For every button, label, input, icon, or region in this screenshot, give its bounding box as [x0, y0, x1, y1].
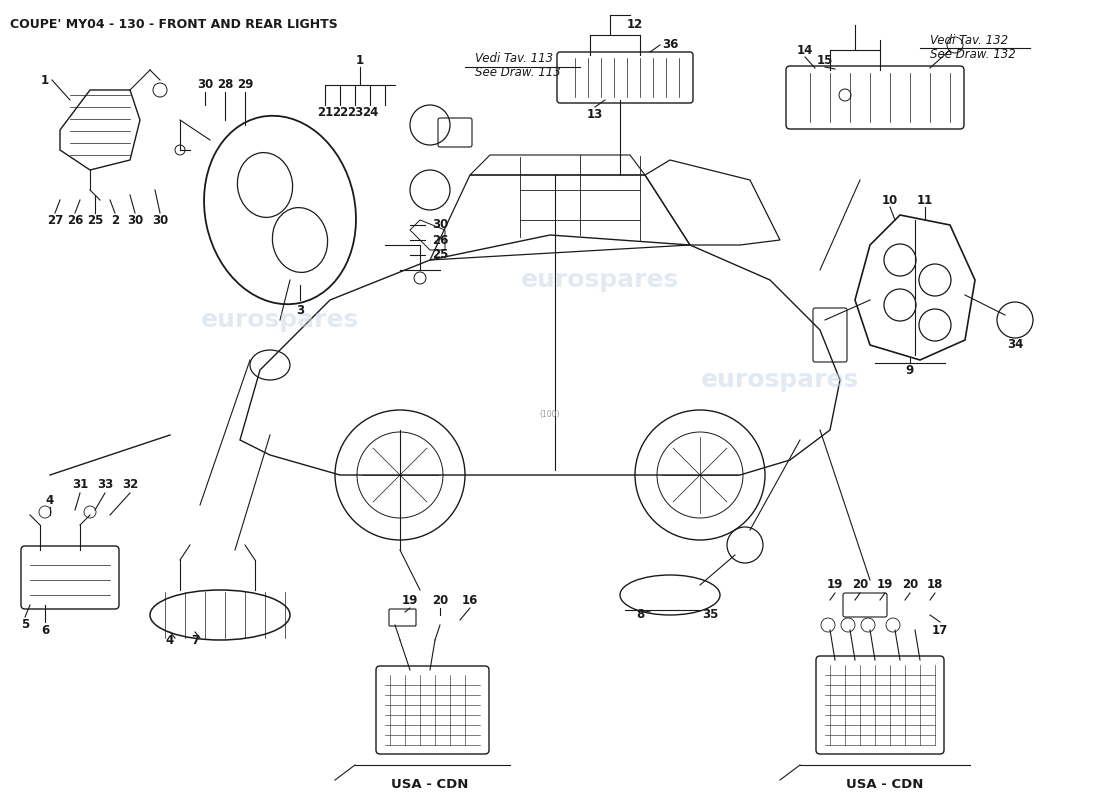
Text: 30: 30 [432, 218, 448, 231]
Text: 17: 17 [932, 623, 948, 637]
Text: 23: 23 [346, 106, 363, 118]
Text: 22: 22 [332, 106, 348, 118]
Text: 21: 21 [317, 106, 333, 118]
Text: 30: 30 [126, 214, 143, 226]
Text: Vedi Tav. 113: Vedi Tav. 113 [475, 51, 553, 65]
Text: USA - CDN: USA - CDN [392, 778, 469, 791]
Text: 16: 16 [462, 594, 478, 606]
Text: 18: 18 [927, 578, 943, 591]
Text: 20: 20 [902, 578, 918, 591]
Text: 10: 10 [882, 194, 898, 206]
Text: 30: 30 [152, 214, 168, 226]
Text: 19: 19 [402, 594, 418, 606]
Text: 4: 4 [46, 494, 54, 506]
Text: 15: 15 [817, 54, 833, 66]
Text: 8: 8 [636, 609, 645, 622]
Text: USA - CDN: USA - CDN [846, 778, 924, 791]
Text: eurospares: eurospares [521, 268, 679, 292]
Text: 1: 1 [41, 74, 50, 86]
Text: 28: 28 [217, 78, 233, 91]
Text: 9: 9 [906, 363, 914, 377]
Text: 14: 14 [796, 43, 813, 57]
Text: 1: 1 [356, 54, 364, 66]
Text: 4: 4 [166, 634, 174, 646]
Text: 31: 31 [72, 478, 88, 491]
Text: 33: 33 [97, 478, 113, 491]
Text: 13: 13 [587, 109, 603, 122]
Text: (100): (100) [540, 410, 560, 419]
Text: 7: 7 [191, 634, 199, 646]
Text: 25: 25 [87, 214, 103, 226]
Text: 19: 19 [827, 578, 844, 591]
Text: 36: 36 [662, 38, 679, 51]
Text: 27: 27 [47, 214, 63, 226]
Text: 20: 20 [851, 578, 868, 591]
Text: 19: 19 [877, 578, 893, 591]
Text: 12: 12 [627, 18, 644, 31]
Text: See Draw. 132: See Draw. 132 [930, 49, 1015, 62]
Text: 26: 26 [67, 214, 84, 226]
Text: See Draw. 113: See Draw. 113 [475, 66, 561, 79]
Text: 6: 6 [41, 623, 50, 637]
Text: 34: 34 [1006, 338, 1023, 351]
Text: 20: 20 [432, 594, 448, 606]
Text: 29: 29 [236, 78, 253, 91]
Text: COUPE' MY04 - 130 - FRONT AND REAR LIGHTS: COUPE' MY04 - 130 - FRONT AND REAR LIGHT… [10, 18, 338, 31]
Text: 35: 35 [702, 609, 718, 622]
Text: 11: 11 [917, 194, 933, 206]
Text: eurospares: eurospares [201, 308, 359, 332]
Text: 3: 3 [296, 303, 304, 317]
Text: Vedi Tav. 132: Vedi Tav. 132 [930, 34, 1008, 46]
Text: 30: 30 [197, 78, 213, 91]
Text: eurospares: eurospares [701, 368, 859, 392]
Text: 25: 25 [432, 249, 448, 262]
Text: 5: 5 [21, 618, 29, 631]
Text: 24: 24 [362, 106, 378, 118]
Text: 26: 26 [432, 234, 448, 246]
Text: 32: 32 [122, 478, 139, 491]
Text: 2: 2 [111, 214, 119, 226]
